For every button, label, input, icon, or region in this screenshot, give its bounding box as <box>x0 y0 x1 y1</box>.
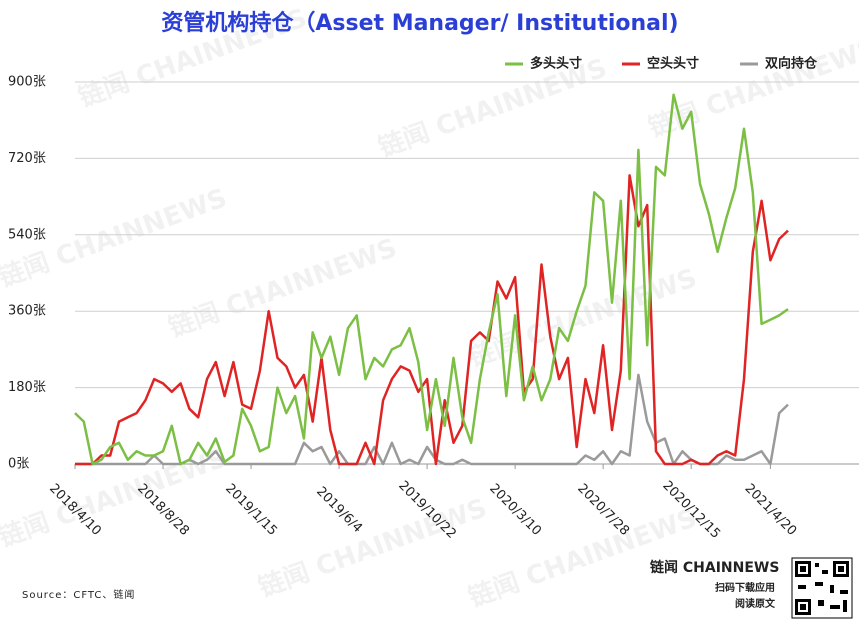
svg-text:链闻 CHAINNEWS: 链闻 CHAINNEWS <box>0 442 231 553</box>
source: Source：CFTC、链闻 <box>22 588 135 601</box>
qr-code <box>791 557 853 619</box>
brand: 链闻 CHAINNEWS <box>650 559 779 576</box>
legend-label: 空头头寸 <box>647 56 699 72</box>
brand-line: 扫码下载应用 <box>715 581 775 594</box>
x-tick-label: 2020/7/28 <box>574 481 632 539</box>
svg-text:链闻 CHAINNEWS: 链闻 CHAINNEWS <box>464 502 700 613</box>
x-tick-label: 2021/4/20 <box>742 481 800 539</box>
x-tick-label: 2020/3/10 <box>486 481 544 539</box>
svg-text:链闻 CHAINNEWS: 链闻 CHAINNEWS <box>254 492 490 603</box>
x-tick-label: 2019/1/15 <box>222 481 280 539</box>
chart-title: 资管机构持仓（Asset Manager/ Institutional) <box>161 10 678 36</box>
svg-text:链闻 CHAINNEWS: 链闻 CHAINNEWS <box>164 232 400 343</box>
svg-text:链闻 CHAINNEWS: 链闻 CHAINNEWS <box>644 32 859 143</box>
y-tick-label: 180张 <box>8 380 46 395</box>
series-line <box>74 93 789 466</box>
series-line <box>75 174 789 466</box>
y-tick-label: 540张 <box>8 227 46 242</box>
series-line <box>75 373 789 466</box>
y-tick-label: 360张 <box>8 304 46 319</box>
y-tick-label: 0张 <box>8 457 29 472</box>
y-tick-label: 720张 <box>8 151 46 166</box>
brand-line: 阅读原文 <box>735 597 776 610</box>
x-tick-label: 2019/6/4 <box>313 484 365 536</box>
y-tick-label: 900张 <box>8 75 46 90</box>
legend: 多头头寸 空头头寸 双向持仓 <box>505 56 818 72</box>
legend-label: 多头头寸 <box>530 56 582 72</box>
legend-label: 双向持仓 <box>765 56 818 72</box>
